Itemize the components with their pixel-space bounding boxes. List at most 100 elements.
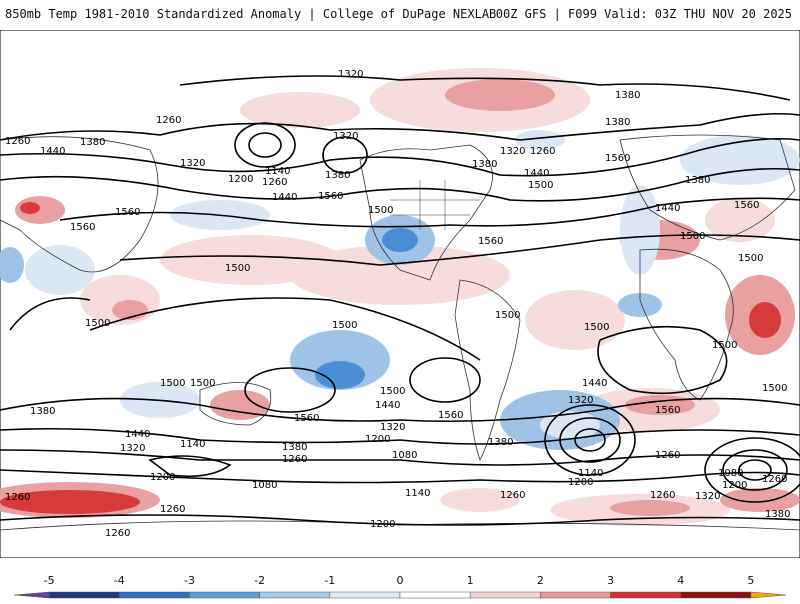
contour-label: 1560	[478, 236, 503, 247]
contour-label: 1500	[528, 180, 553, 191]
contour-label: 1500	[225, 263, 250, 274]
contour-label: 1260	[156, 115, 181, 126]
contour-labels: 1320 1380 1260 1380 1440 1260 1320 1320 …	[5, 69, 790, 539]
contour-label: 1200	[370, 519, 395, 530]
contour-label: 1260	[5, 492, 30, 503]
map-title: 850mb Temp 1981-2010 Standardized Anomal…	[5, 7, 497, 21]
colorbar-bin	[540, 591, 611, 599]
low-1080-southern-ocean-east	[704, 437, 800, 503]
contour-label: 1440	[375, 400, 400, 411]
contour-label: 1560	[318, 191, 343, 202]
contour-label: 1440	[582, 378, 607, 389]
low-1080-southern-ocean	[544, 404, 636, 476]
contour-label: 1500	[368, 205, 393, 216]
contour-label: 1200	[568, 477, 593, 488]
contour-label: 1380	[325, 170, 350, 181]
contour-label: 1260	[160, 504, 185, 515]
contour-label: 1380	[488, 437, 513, 448]
contour-label: 1260	[262, 177, 287, 188]
contour-label: 1560	[655, 405, 680, 416]
colorbar-tick-label: -5	[44, 574, 55, 587]
contour-label: 1320	[380, 422, 405, 433]
colorbar-tick-label: -2	[254, 574, 265, 587]
contour-label: 1260	[762, 474, 787, 485]
contour-label: 1440	[272, 192, 297, 203]
contour-label: 1500	[495, 310, 520, 321]
colorbar-bin	[329, 591, 401, 599]
height-contours	[0, 75, 800, 526]
colorbar-bin	[119, 591, 190, 599]
south-america-outline	[454, 279, 521, 462]
contour-label: 1320	[500, 146, 525, 157]
colorbar-tick-label: -3	[184, 574, 195, 587]
contour-label: 1500	[680, 231, 705, 242]
colorbar-tick-label: 5	[747, 574, 754, 587]
high-1560-south-atlantic	[409, 357, 481, 403]
contour-label: 1560	[70, 222, 95, 233]
contour-label: 1320	[120, 443, 145, 454]
colorbar-bin	[13, 591, 50, 599]
high-1500-indian	[597, 325, 728, 395]
contour-label: 1440	[524, 168, 549, 179]
contour-label: 1500	[738, 253, 763, 264]
colorbar-bin	[48, 591, 120, 599]
colorbar-svg: -5 -4 -3 -2 -1 0 1 2 3 4 5	[13, 574, 787, 599]
colorbar-bin	[610, 591, 681, 599]
contour-label: 1260	[530, 146, 555, 157]
contour-label: 1500	[584, 322, 609, 333]
contour-label: 1440	[125, 429, 150, 440]
contour-label: 1380	[472, 159, 497, 170]
contour-label: 1140	[405, 488, 430, 499]
asia-outline	[0, 136, 159, 273]
contour-label: 1380	[685, 175, 710, 186]
colorbar-tick-label: 4	[677, 574, 684, 587]
anomaly-map[interactable]: 1320 1380 1260 1380 1440 1260 1320 1320 …	[0, 30, 800, 558]
contour-label: 1500	[712, 340, 737, 351]
colorbar-tick-label: 0	[397, 574, 404, 587]
contour-label: 1380	[30, 406, 55, 417]
colorbar-tick-label: -1	[324, 574, 335, 587]
colorbar-tick-labels: -5 -4 -3 -2 -1 0 1 2 3 4 5	[44, 574, 755, 587]
colorbar-bin	[680, 591, 752, 599]
contour-label: 1500	[762, 383, 787, 394]
contour-label: 1380	[615, 90, 640, 101]
contour-label: 1080	[392, 450, 417, 461]
contour-label: 1260	[500, 490, 525, 501]
colorbar-tick-label: 1	[467, 574, 474, 587]
contour-label: 1200	[365, 434, 390, 445]
europe-outline	[619, 134, 796, 241]
colorbar-bin	[189, 591, 260, 599]
map-panel[interactable]: 1320 1380 1260 1380 1440 1260 1320 1320 …	[0, 30, 800, 558]
contour-label: 1320	[333, 131, 358, 142]
contour-label: 1140	[578, 468, 603, 479]
contour-label: 1500	[160, 378, 185, 389]
contour-label: 1560	[294, 413, 319, 424]
colorbar-bin	[750, 591, 787, 599]
contour-label: 1260	[5, 136, 30, 147]
contour-label: 1440	[40, 146, 65, 157]
colorbar-bin	[399, 591, 471, 599]
contour-label: 1320	[695, 491, 720, 502]
colorbar: -5 -4 -3 -2 -1 0 1 2 3 4 5	[0, 570, 800, 600]
contour-label: 1260	[655, 450, 680, 461]
contour-label: 1500	[190, 378, 215, 389]
low-1200-pacific	[234, 122, 296, 168]
contour-label: 1440	[655, 203, 680, 214]
contour-1320-north	[179, 75, 791, 101]
colorbar-bin	[259, 591, 331, 599]
colorbar-tick-label: 2	[537, 574, 544, 587]
contour-label: 1080	[252, 480, 277, 491]
contour-label: 1380	[80, 137, 105, 148]
contour-label: 1380	[282, 442, 307, 453]
contour-label: 1200	[150, 472, 175, 483]
us-state-lines	[390, 180, 480, 230]
contour-label: 1320	[568, 395, 593, 406]
contour-label: 1560	[115, 207, 140, 218]
contour-label: 1260	[105, 528, 130, 539]
contour-label: 1080	[718, 468, 743, 479]
contour-label: 1560	[438, 410, 463, 421]
header: 850mb Temp 1981-2010 Standardized Anomal…	[0, 0, 800, 30]
contour-label: 1140	[180, 439, 205, 450]
high-1560-south-pacific	[244, 367, 336, 413]
contour-label: 1200	[228, 174, 253, 185]
